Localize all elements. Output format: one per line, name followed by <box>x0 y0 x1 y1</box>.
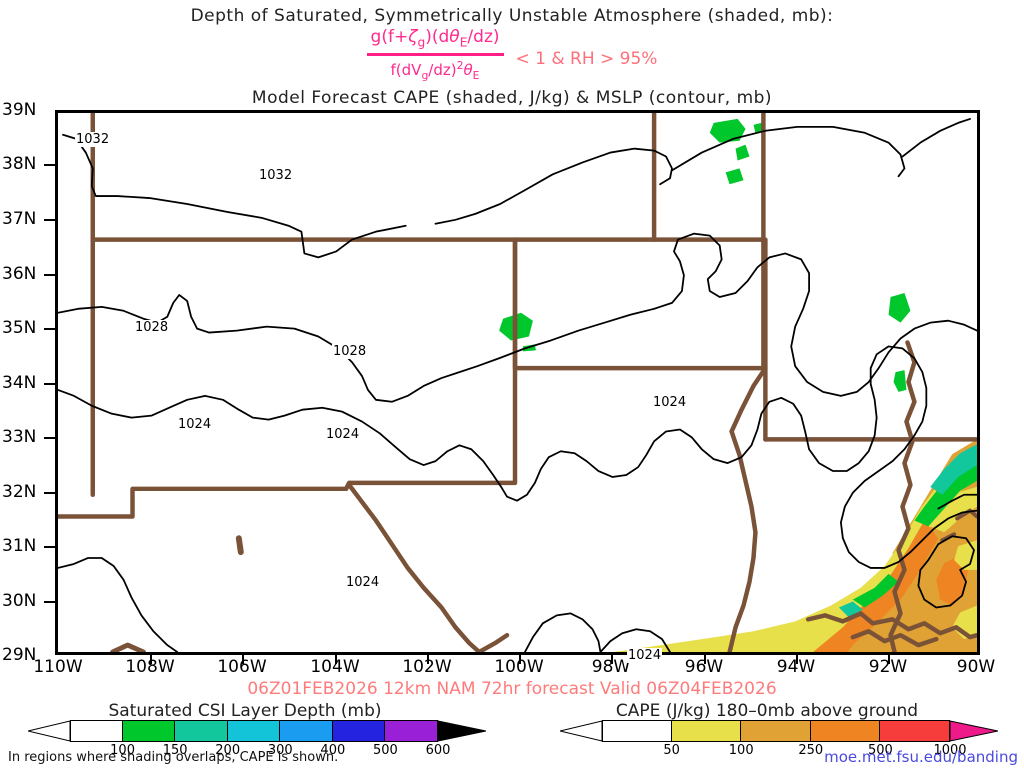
csi-shading-layer <box>499 118 911 392</box>
x-axis-tick <box>242 655 244 664</box>
x-axis-label: 106W <box>217 657 267 677</box>
formula-fraction: g(f+ζg)(dθE/dz) f(dVg/dz)2θE <box>366 27 504 85</box>
x-axis-label: 92W <box>868 657 908 677</box>
colorbar-tick-label: 300 <box>267 743 293 758</box>
x-axis-label: 110W <box>33 657 83 677</box>
mslp-contour-label: 1024 <box>325 427 361 442</box>
x-axis-tick <box>150 655 152 664</box>
source-credit-link[interactable]: moe.met.fsu.edu/banding <box>824 748 1018 766</box>
y-axis-tick <box>44 164 55 166</box>
colorbar-tick-label: 1000 <box>933 743 967 758</box>
colorbar-tick-label: 250 <box>798 743 824 758</box>
cape-shading-layer <box>614 439 977 652</box>
colorbar-arrow-ends <box>28 720 486 742</box>
x-axis-tick <box>888 655 890 664</box>
mslp-contour-label: 1024 <box>345 575 381 590</box>
colorbar-segment <box>385 720 438 742</box>
colorbar-tick-label: 100 <box>728 743 754 758</box>
y-axis-tick <box>44 601 55 603</box>
colorbar-segment <box>671 720 742 742</box>
mslp-contour-label: 1028 <box>332 344 368 359</box>
y-axis-label: 38N <box>2 154 37 174</box>
mslp-contour-layer <box>58 118 977 652</box>
y-axis-label: 30N <box>2 591 37 611</box>
x-axis-tick <box>519 655 521 664</box>
x-axis-tick <box>335 655 337 664</box>
y-axis-tick <box>44 546 55 548</box>
x-axis-tick <box>704 655 706 664</box>
colorbar-tick-label: 400 <box>320 743 346 758</box>
x-axis-label: 100W <box>494 657 544 677</box>
formula-numerator: g(f+ζg)(dθE/dz) <box>370 27 500 50</box>
y-axis-tick <box>44 492 55 494</box>
colorbar-segment <box>880 720 950 742</box>
colorbar-segment <box>227 720 281 742</box>
csi-colorbar[interactable]: 100 150 200 300 400 500 600 <box>28 720 486 758</box>
y-axis-tick <box>44 437 55 439</box>
y-axis-tick <box>44 328 55 330</box>
overlap-note: In regions where shading overlaps, CAPE … <box>8 750 339 765</box>
mslp-contour-label: 1024 <box>652 395 688 410</box>
y-axis-tick <box>44 383 55 385</box>
x-axis-label: 94W <box>776 657 816 677</box>
colorbar-tick-label: 200 <box>215 743 241 758</box>
x-axis-label: 104W <box>310 657 360 677</box>
colorbar-tick-label: 600 <box>425 743 451 758</box>
x-axis-label: 108W <box>125 657 175 677</box>
y-axis-tick <box>44 274 55 276</box>
colorbar-tick-label: 500 <box>373 743 398 758</box>
y-axis-label: 34N <box>2 373 37 393</box>
y-axis-label: 29N <box>2 645 37 665</box>
y-axis-label: 35N <box>2 318 37 338</box>
formula-denominator: f(dVg/dz)2θE <box>390 59 480 83</box>
mslp-contour-label: 1028 <box>134 320 170 335</box>
x-axis-label: 98W <box>591 657 631 677</box>
colorbar-segment <box>175 720 228 742</box>
forecast-valid-time: 06Z01FEB2026 12km NAM 72hr forecast Vali… <box>247 679 777 699</box>
formula-block: g(f+ζg)(dθE/dz) f(dVg/dz)2θE < 1 & RH > … <box>0 27 1024 85</box>
x-axis-label: 96W <box>684 657 724 677</box>
y-axis-label: 33N <box>2 427 37 447</box>
x-axis-tick <box>796 655 798 664</box>
cape-colorbar[interactable]: 50 100 250 500 1000 <box>560 720 998 758</box>
y-axis-label: 37N <box>2 209 37 229</box>
csi-colorbar-title: Saturated CSI Layer Depth (mb) <box>108 701 382 721</box>
colorbar-segment <box>741 720 811 742</box>
map-canvas <box>58 113 977 652</box>
colorbar-tick-label: 500 <box>867 743 893 758</box>
x-axis-tick <box>427 655 429 664</box>
cape-colorbar-title: CAPE (J/kg) 180–0mb above ground <box>615 701 919 721</box>
y-axis-label: 32N <box>2 482 37 502</box>
colorbar-tick-label: 50 <box>663 743 680 758</box>
formula-condition: < 1 & RH > 95% <box>515 48 658 69</box>
colorbar-segment <box>810 720 881 742</box>
colorbar-segment <box>332 720 386 742</box>
x-axis-label: 102W <box>402 657 452 677</box>
colorbar-tick-label: 100 <box>110 743 135 758</box>
y-axis-tick <box>44 219 55 221</box>
page-subtitle: Model Forecast CAPE (shaded, J/kg) & MSL… <box>251 88 773 108</box>
mslp-contour-label: 1032 <box>75 132 111 147</box>
y-axis-label: 36N <box>2 264 37 284</box>
mslp-contour-label: 1032 <box>258 168 294 183</box>
formula-fraction-bar <box>366 53 504 57</box>
mslp-contour-label: 1024 <box>627 648 663 663</box>
colorbar-segment <box>280 720 333 742</box>
map-plot-area[interactable] <box>55 110 980 655</box>
x-axis-label: 90W <box>956 657 996 677</box>
page-title: Depth of Saturated, Symmetrically Unstab… <box>190 6 834 26</box>
y-axis-label: 39N <box>2 100 37 120</box>
x-axis-tick <box>611 655 613 664</box>
mslp-contour-label: 1024 <box>177 417 213 432</box>
y-axis-label: 31N <box>2 536 37 556</box>
colorbar-segment <box>122 720 176 742</box>
colorbar-tick-label: 150 <box>162 743 188 758</box>
colorbar-arrow-ends <box>560 720 998 742</box>
